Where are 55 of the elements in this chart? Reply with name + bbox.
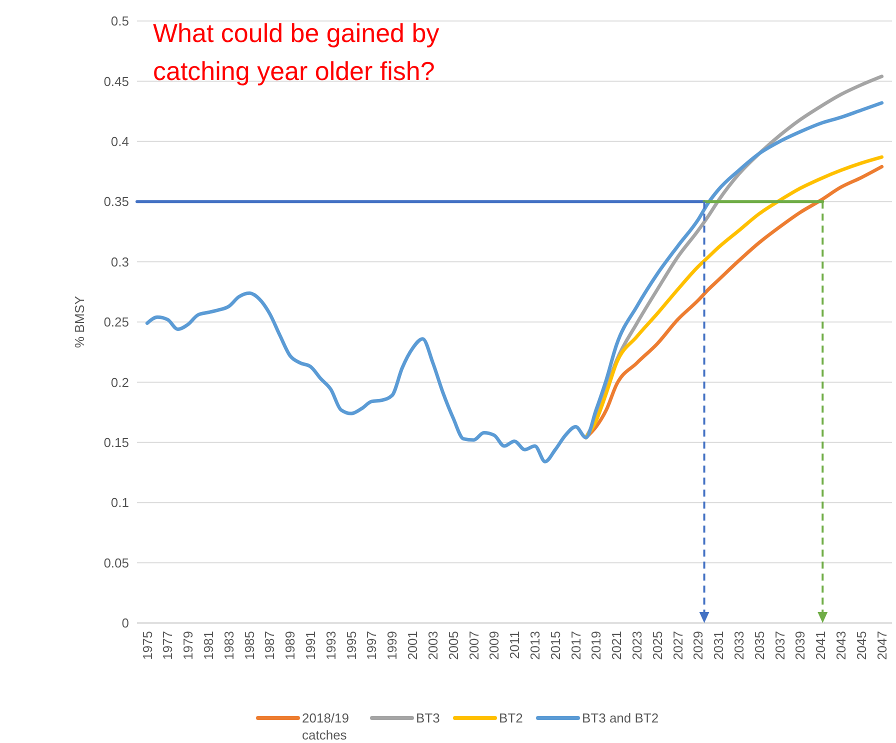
x-tick-label: 2029 [690, 631, 706, 660]
x-tick-label: 2031 [711, 631, 726, 660]
y-tick-label: 0.15 [104, 434, 129, 450]
x-tick-label: 2043 [834, 631, 849, 660]
line-series [145, 101, 884, 464]
x-tick-label: 2007 [466, 631, 482, 660]
y-tick-label: 0.5 [110, 14, 129, 29]
legend-label: 2018/19 catches [302, 710, 349, 743]
legend-label: BT3 [416, 710, 440, 726]
x-tick-label: 2005 [446, 631, 461, 660]
x-tick-label: 2015 [548, 631, 563, 660]
y-tick-label: 0.05 [104, 555, 129, 570]
y-tick-label: 0.2 [110, 374, 129, 390]
x-tick-label: 2045 [854, 631, 869, 660]
x-tick-label: 1991 [302, 631, 318, 660]
x-tick-label: 2039 [792, 631, 808, 660]
x-tick-label: 2001 [405, 631, 420, 660]
y-tick-label: 0.3 [110, 254, 129, 270]
x-tick-label: 2035 [752, 631, 767, 660]
x-tick-label: 1987 [262, 631, 278, 660]
x-tick-label: 2013 [527, 631, 542, 660]
x-tick-label: 1985 [242, 631, 257, 660]
x-tick-label: 2009 [486, 631, 502, 660]
x-tick-label: 2041 [813, 631, 828, 660]
x-tick-label: 2021 [609, 631, 624, 660]
x-tick-label: 1989 [282, 631, 298, 660]
legend-label: BT2 [499, 710, 523, 726]
y-tick-label: 0.1 [110, 495, 129, 510]
y-tick-label: 0.45 [104, 74, 129, 89]
x-tick-label: 2027 [670, 631, 686, 660]
text: What could be gained by catching year older fish? [153, 18, 440, 86]
x-tick-label: 2003 [425, 631, 440, 660]
x-tick-label: 2033 [732, 631, 747, 660]
y-tick-label: 0.4 [110, 134, 129, 149]
x-tick-label: 2047 [874, 631, 890, 660]
x-tick-label: 1981 [200, 631, 216, 660]
x-tick-label: 2019 [588, 631, 604, 660]
x-tick-label: 2025 [650, 631, 665, 660]
x-tick-label: 1975 [140, 631, 155, 660]
y-axis-title: % BMSY [72, 296, 87, 348]
x-tick-label: 2023 [629, 631, 644, 660]
x-tick-label: 2017 [568, 631, 584, 660]
x-tick-label: 1979 [180, 631, 196, 660]
x-tick-label: 1999 [384, 631, 400, 660]
x-tick-label: 2037 [772, 631, 788, 660]
legend-label: BT3 and BT2 [582, 710, 659, 726]
y-tick-label: 0.25 [104, 314, 129, 330]
x-tick-label: 1993 [323, 631, 338, 660]
x-tick-label: 1977 [160, 631, 176, 660]
y-tick-label: 0 [122, 616, 129, 631]
x-tick-label: 1997 [364, 631, 380, 660]
x-tick-label: 1983 [221, 631, 236, 660]
y-tick-label: 0.35 [104, 194, 129, 210]
x-tick-label: 2011 [507, 631, 522, 659]
x-tick-label: 1995 [344, 631, 359, 660]
